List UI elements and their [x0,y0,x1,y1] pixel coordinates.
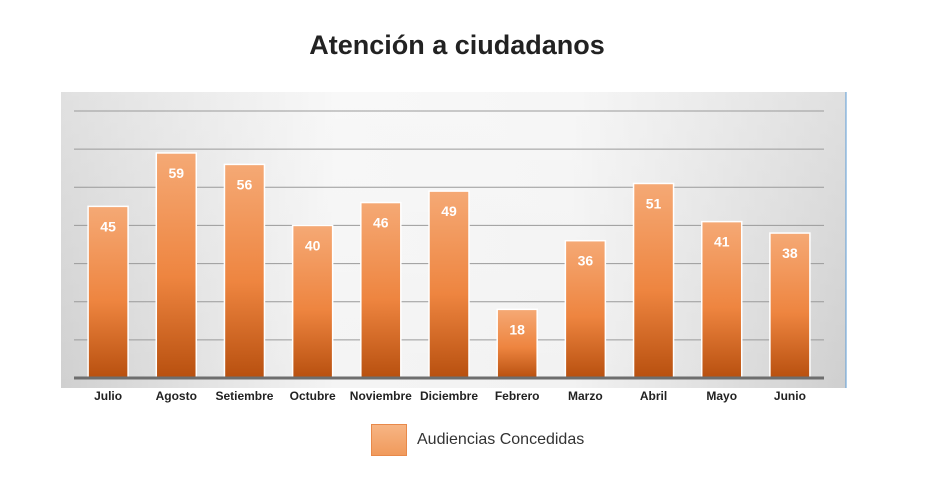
chart-title: Atención a ciudadanos [309,30,605,60]
data-label: 18 [509,321,525,337]
x-axis-tick-labels: Julio Agosto Setiembre Octubre Noviembre Dici… [94,389,806,403]
data-label: 45 [100,218,116,234]
bar [632,182,675,379]
data-label: 51 [646,195,662,211]
data-label: 46 [373,215,389,231]
bars [87,152,811,379]
bar [291,224,334,379]
data-labels: 45 59 56 40 46 49 18 36 51 41 38 [100,165,798,337]
bar [223,163,266,379]
bar [360,201,402,379]
x-tick-label: Marzo [568,389,603,403]
x-tick-label: Mayo [706,389,737,403]
data-label: 40 [305,237,321,253]
bar [155,152,198,379]
data-label: 56 [237,176,253,192]
bar [564,239,607,379]
data-label: 59 [168,165,184,181]
x-tick-label: Setiembre [215,389,273,403]
x-tick-label: Febrero [495,389,540,403]
legend-label: Audiencias Concedidas [417,431,585,448]
x-tick-label: Agosto [156,389,197,403]
legend-swatch [371,424,407,456]
data-label: 38 [782,245,798,261]
bar [87,205,129,379]
legend: Audiencias Concedidas [371,424,584,456]
data-label: 41 [714,234,730,250]
x-tick-label: Diciembre [420,389,478,403]
x-tick-label: Noviembre [350,389,412,403]
bar [769,232,811,379]
x-tick-label: Abril [640,389,667,403]
data-label: 36 [578,253,594,269]
bar [428,190,470,379]
bar [496,308,538,379]
x-tick-label: Julio [94,389,122,403]
x-tick-label: Octubre [290,389,336,403]
x-tick-label: Junio [774,389,806,403]
data-label: 49 [441,203,457,219]
